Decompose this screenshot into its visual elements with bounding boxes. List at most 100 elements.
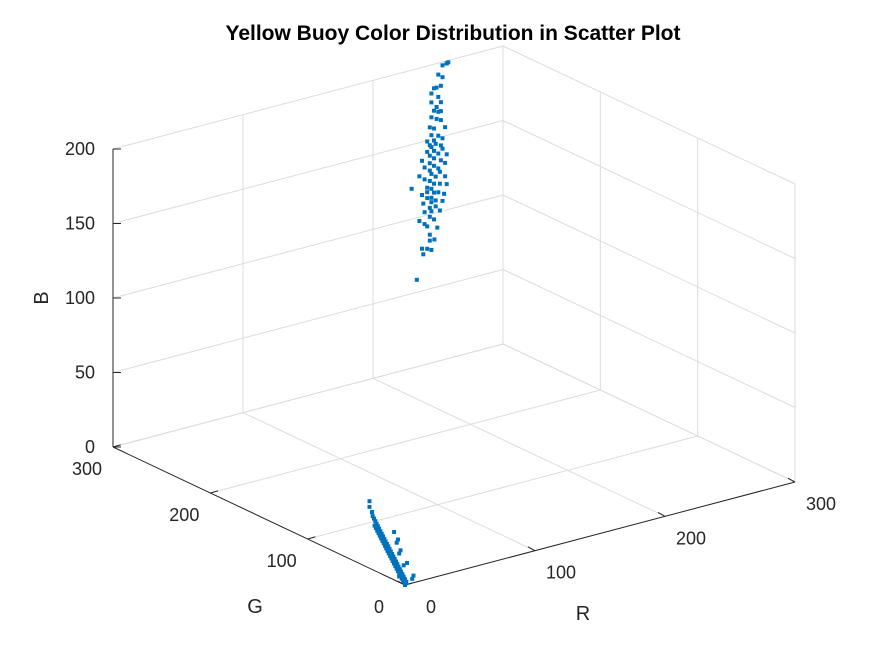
grid-layer <box>112 45 796 586</box>
x-tick-label: 200 <box>676 528 706 548</box>
data-point <box>427 179 432 183</box>
data-point <box>425 139 430 144</box>
data-point <box>401 563 406 568</box>
data-point <box>429 91 434 96</box>
data-point <box>429 195 434 200</box>
data-point <box>429 209 434 214</box>
sidewall-gridline-z <box>502 343 796 483</box>
data-point <box>422 177 427 182</box>
data-point <box>435 225 440 230</box>
z-tick-label: 0 <box>85 437 95 457</box>
data-point <box>437 181 442 186</box>
data-points <box>367 60 451 587</box>
backwall-gridline-z <box>112 194 504 299</box>
data-point <box>438 158 443 163</box>
data-point <box>425 246 430 251</box>
z-tick-label: 200 <box>65 139 95 159</box>
data-point <box>420 193 424 197</box>
x-tick-mark <box>787 477 796 483</box>
data-point <box>438 100 443 105</box>
data-point <box>392 530 397 534</box>
data-point <box>392 557 397 561</box>
y-tick-label: 200 <box>169 505 199 525</box>
data-point <box>427 238 432 243</box>
data-point <box>433 198 438 203</box>
backwall-gridline-z <box>112 269 504 373</box>
data-point <box>438 83 443 88</box>
data-point <box>432 156 436 161</box>
data-point <box>444 61 449 66</box>
z-tick-label: 150 <box>65 214 95 234</box>
data-point <box>440 198 445 203</box>
data-point <box>432 126 436 131</box>
data-point <box>375 524 380 529</box>
data-point <box>405 561 409 565</box>
data-point <box>429 171 434 176</box>
sidewall-gridline-z <box>502 269 796 408</box>
data-point <box>425 196 430 201</box>
data-point <box>395 562 400 567</box>
data-point <box>432 163 436 168</box>
z-axis-label: B <box>31 291 53 304</box>
data-point <box>420 246 424 251</box>
data-point <box>373 519 378 524</box>
data-point <box>432 237 437 242</box>
data-point <box>425 149 430 154</box>
data-point <box>444 182 449 187</box>
data-point <box>397 551 402 556</box>
data-point <box>438 143 443 148</box>
x-tick-label: 300 <box>806 494 836 514</box>
data-point <box>437 208 442 213</box>
y-axis-label: G <box>247 596 263 618</box>
data-point <box>442 191 447 196</box>
y-axis-line <box>112 446 406 586</box>
data-point <box>400 572 405 577</box>
data-point <box>374 521 379 526</box>
floor-gridline-x <box>372 377 666 517</box>
data-point <box>433 204 438 209</box>
data-point <box>432 190 436 195</box>
data-point <box>422 210 427 215</box>
data-point <box>429 200 434 205</box>
data-point <box>427 168 432 173</box>
data-point <box>388 549 393 554</box>
data-point <box>422 165 427 170</box>
floor-gridline-y <box>307 435 698 540</box>
data-point <box>384 541 389 546</box>
data-point <box>386 544 391 549</box>
data-point <box>377 526 382 531</box>
data-point <box>433 141 438 146</box>
data-point <box>398 548 403 553</box>
data-point <box>378 529 383 534</box>
data-point <box>429 247 434 252</box>
data-point <box>440 146 445 151</box>
data-point <box>370 514 375 519</box>
data-point <box>427 205 432 210</box>
data-point <box>427 125 432 130</box>
z-tick-label: 100 <box>65 288 95 308</box>
data-point <box>440 75 445 80</box>
chart-title: Yellow Buoy Color Distribution in Scatte… <box>225 22 680 45</box>
data-point <box>437 169 442 174</box>
data-point <box>438 118 443 123</box>
y-tick-label: 0 <box>374 597 384 617</box>
data-point <box>404 579 409 584</box>
data-point <box>432 138 436 143</box>
data-point <box>397 567 402 572</box>
y-tick-mark <box>210 490 219 494</box>
data-point <box>436 133 441 138</box>
data-point <box>425 224 430 229</box>
data-point <box>425 190 430 195</box>
data-point <box>429 133 434 138</box>
data-point <box>429 100 434 105</box>
floor-gridline-x <box>242 412 536 552</box>
data-point <box>432 181 436 186</box>
data-point <box>410 576 415 581</box>
data-point <box>425 185 430 190</box>
data-point <box>409 186 414 191</box>
floor-gridline-y <box>210 389 601 494</box>
data-point <box>443 160 448 165</box>
data-point <box>436 72 441 77</box>
x-tick-label: 0 <box>426 597 436 617</box>
data-point <box>381 534 385 539</box>
